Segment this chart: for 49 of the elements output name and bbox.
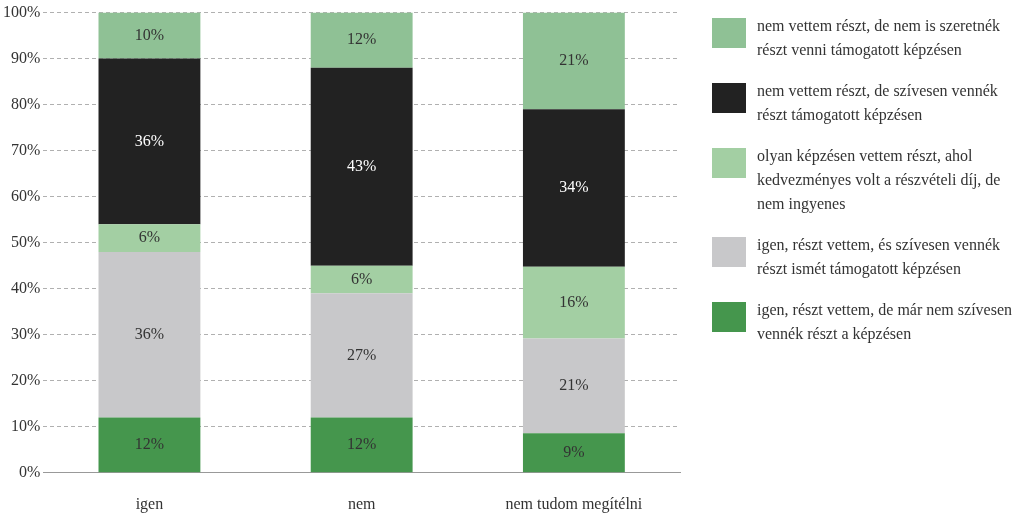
legend-label: igen, részt vettem, de már nem szívesen vennék részt a képzésen	[757, 300, 1013, 345]
data-label: 34%	[559, 178, 589, 196]
bar	[98, 12, 201, 59]
bar	[522, 266, 625, 339]
legend-label: olyan képzésen vettem részt, ahol kedvezményes volt a részvételi díj, de nem ingyenes	[757, 146, 1002, 215]
y-tick-label: 0%	[19, 463, 41, 480]
bar	[98, 58, 201, 225]
data-label: 10%	[134, 25, 165, 43]
data-label: 16%	[559, 292, 589, 310]
y-tick-label: 20%	[11, 370, 41, 388]
y-tick-label: 80%	[11, 94, 41, 112]
bar	[522, 433, 625, 473]
legend-label: nem vettem részt, de nem is szeretnék részt venni támogatott képzésen	[757, 16, 1001, 61]
legend-label: igen, részt vettem, és szívesen vennék részt ismét támogatott képzésen	[757, 235, 1002, 280]
bar	[98, 224, 201, 252]
bar	[98, 251, 201, 418]
y-tick-label: 100%	[3, 2, 41, 20]
data-label: 36%	[134, 324, 165, 342]
bar	[310, 12, 413, 68]
x-tick-label: nem	[347, 494, 376, 512]
y-tick-label: 90%	[11, 48, 41, 66]
data-label: 12%	[347, 435, 377, 453]
data-label: 21%	[559, 376, 589, 394]
bar	[522, 338, 625, 434]
bar	[522, 12, 625, 110]
data-label: 21%	[559, 51, 589, 69]
data-label: 12%	[347, 30, 377, 48]
x-tick-label: igen	[135, 494, 164, 513]
y-tick-label: 40%	[11, 278, 41, 296]
data-label: 9%	[563, 442, 585, 460]
y-tick-label: 30%	[11, 324, 41, 342]
y-tick-label: 60%	[11, 186, 41, 204]
bar	[310, 417, 413, 473]
data-label: 43%	[347, 156, 377, 174]
bar	[310, 293, 413, 418]
legend-label: nem vettem részt, de szívesen vennék részt támogatott képzésen	[757, 81, 999, 126]
bar	[310, 67, 413, 266]
bar	[522, 109, 625, 267]
data-label: 6%	[351, 269, 373, 287]
y-tick-label: 10%	[11, 416, 41, 434]
x-tick-label: nem tudom megítélni	[505, 494, 643, 513]
data-label: 36%	[134, 131, 165, 149]
y-tick-label: 50%	[11, 232, 41, 250]
bar	[310, 265, 413, 294]
data-label: 27%	[347, 345, 377, 363]
data-label: 12%	[134, 435, 165, 453]
data-label: 6%	[138, 228, 161, 246]
bar	[98, 417, 201, 473]
y-tick-label: 70%	[11, 140, 41, 158]
